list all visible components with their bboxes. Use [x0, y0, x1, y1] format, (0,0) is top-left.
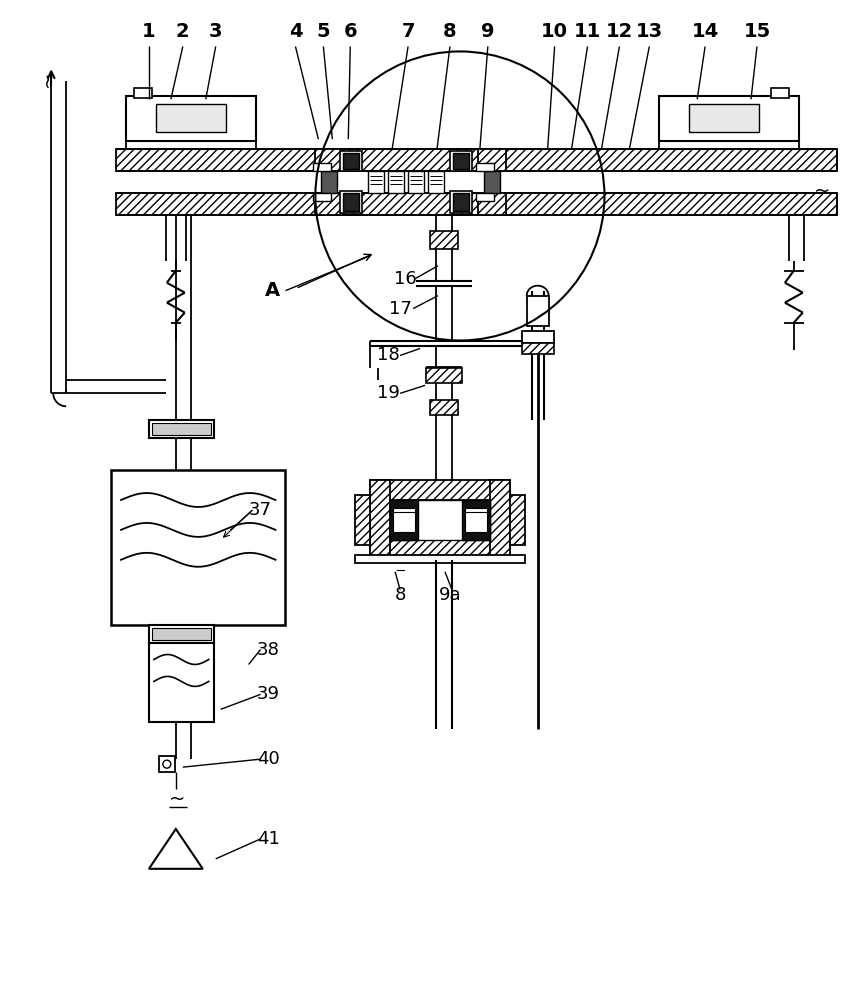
Bar: [426, 368, 462, 383]
Bar: [450, 151, 472, 171]
Bar: [390, 500, 490, 540]
Text: ~: ~: [814, 181, 830, 200]
Bar: [522, 331, 554, 343]
Bar: [343, 193, 359, 211]
Text: 4: 4: [289, 22, 302, 41]
Bar: [126, 96, 255, 141]
Text: 3: 3: [209, 22, 222, 41]
Bar: [371, 540, 510, 560]
Text: 9: 9: [481, 22, 495, 41]
Bar: [689, 104, 759, 132]
Text: 8: 8: [444, 22, 457, 41]
Bar: [355, 555, 525, 563]
Bar: [111, 470, 286, 625]
Bar: [149, 625, 214, 643]
Bar: [510, 495, 525, 545]
Bar: [340, 151, 362, 171]
Bar: [149, 643, 214, 722]
Bar: [430, 400, 458, 415]
Text: 41: 41: [257, 830, 280, 848]
Bar: [478, 149, 506, 171]
Bar: [393, 508, 415, 528]
Text: 9a: 9a: [438, 586, 461, 604]
Bar: [478, 193, 506, 215]
Bar: [771, 88, 789, 98]
Bar: [116, 149, 837, 171]
Text: 37: 37: [249, 501, 272, 519]
Bar: [156, 104, 226, 132]
Bar: [453, 153, 469, 169]
Bar: [340, 191, 362, 213]
Text: 1: 1: [142, 22, 155, 41]
Text: A: A: [265, 281, 280, 300]
Bar: [522, 343, 554, 354]
Bar: [152, 628, 211, 640]
Bar: [660, 96, 799, 141]
Text: 12: 12: [606, 22, 633, 41]
Bar: [371, 480, 390, 560]
Bar: [527, 296, 549, 326]
Bar: [388, 171, 404, 193]
Bar: [393, 512, 415, 532]
Bar: [152, 423, 211, 435]
Bar: [116, 193, 837, 215]
Text: ~: ~: [37, 70, 56, 87]
Text: 8: 8: [394, 586, 406, 604]
Bar: [453, 193, 469, 211]
Bar: [408, 171, 424, 193]
Polygon shape: [149, 829, 203, 869]
Text: 10: 10: [541, 22, 569, 41]
Text: 15: 15: [743, 22, 771, 41]
Text: 18: 18: [377, 346, 399, 364]
Bar: [371, 480, 510, 500]
Bar: [313, 193, 332, 201]
Bar: [450, 191, 472, 213]
Text: 19: 19: [377, 384, 399, 402]
Bar: [321, 171, 338, 193]
Bar: [313, 163, 332, 171]
Bar: [430, 231, 458, 249]
Text: 6: 6: [344, 22, 357, 41]
Text: 13: 13: [635, 22, 663, 41]
Bar: [343, 153, 359, 169]
Text: 38: 38: [257, 641, 280, 659]
Text: 2: 2: [176, 22, 189, 41]
Text: 40: 40: [257, 750, 279, 768]
Bar: [483, 171, 500, 193]
Bar: [465, 508, 487, 528]
Bar: [462, 500, 490, 540]
Text: 7: 7: [401, 22, 415, 41]
Bar: [428, 171, 444, 193]
Text: 14: 14: [692, 22, 719, 41]
Text: 5: 5: [317, 22, 330, 41]
Text: 16: 16: [394, 270, 417, 288]
Bar: [134, 88, 152, 98]
Bar: [368, 171, 385, 193]
Bar: [315, 193, 343, 215]
Bar: [149, 420, 214, 438]
Bar: [490, 480, 510, 560]
Bar: [315, 149, 343, 171]
Bar: [355, 495, 371, 545]
Text: 11: 11: [574, 22, 602, 41]
Bar: [390, 500, 418, 540]
Bar: [476, 193, 494, 201]
Bar: [476, 163, 494, 171]
Text: 17: 17: [389, 300, 411, 318]
Text: 39: 39: [257, 685, 280, 703]
Bar: [159, 756, 174, 772]
Text: ~: ~: [169, 790, 185, 809]
Bar: [465, 512, 487, 532]
